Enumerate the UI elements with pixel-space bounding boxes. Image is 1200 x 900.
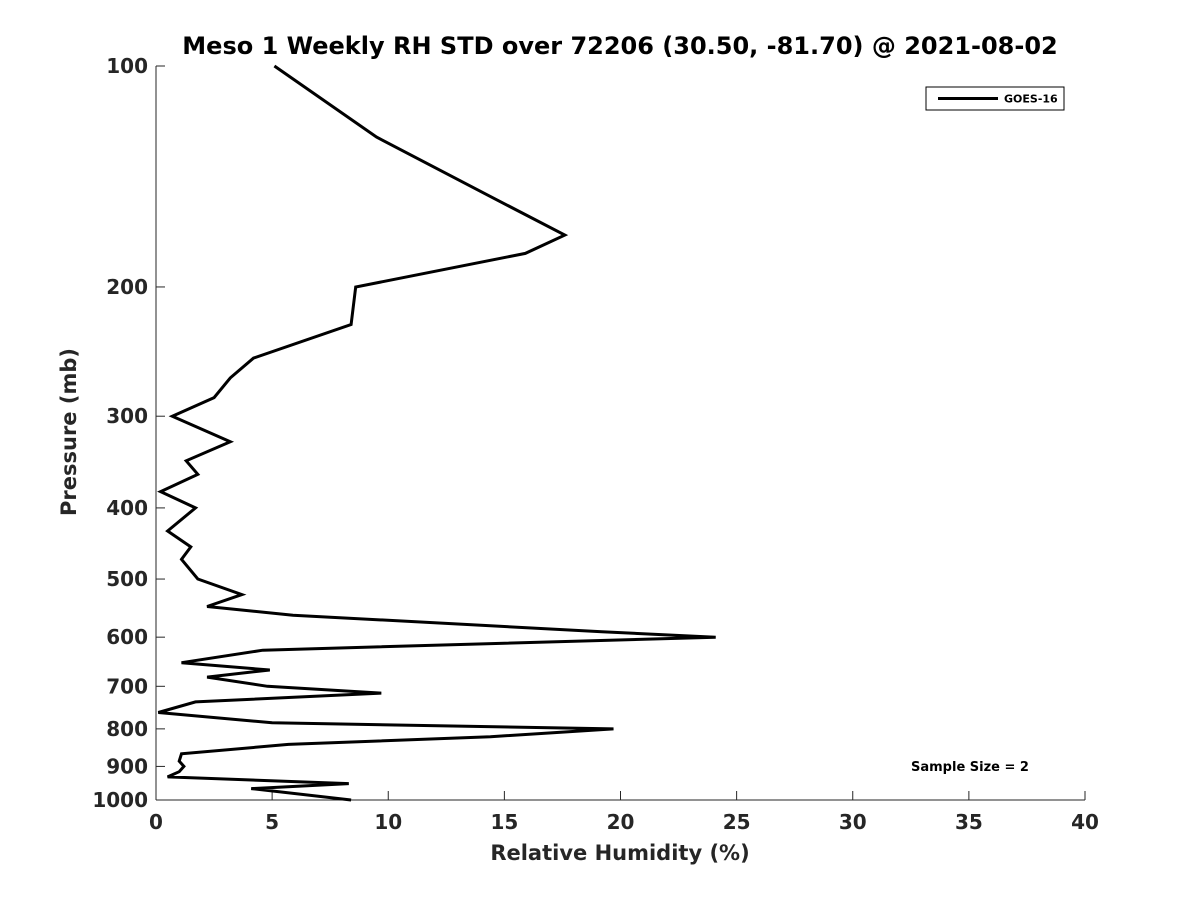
y-tick-label-1: 200 <box>106 275 148 299</box>
y-tick-label-7: 800 <box>106 717 148 741</box>
y-tick-label-3: 400 <box>106 496 148 520</box>
y-tick-label-4: 500 <box>106 567 148 591</box>
y-tick-label-0: 100 <box>106 54 148 78</box>
x-tick-label-8: 40 <box>1071 810 1099 834</box>
y-axis-label: Pressure (mb) <box>57 348 81 516</box>
series-line-goes-16 <box>157 64 716 802</box>
x-tick-label-4: 20 <box>607 810 635 834</box>
y-tick-label-2: 300 <box>106 404 148 428</box>
y-tick-label-6: 700 <box>106 674 148 698</box>
legend: GOES-16 <box>925 86 1065 111</box>
y-tick-label-5: 600 <box>106 625 148 649</box>
x-tick-label-7: 35 <box>955 810 983 834</box>
y-tick-label-9: 1000 <box>92 788 148 812</box>
x-tick-label-5: 25 <box>723 810 751 834</box>
plot-area: 0 5 10 15 20 25 30 35 40 100 200 300 400 500 600 700 800… <box>92 54 1099 834</box>
x-tick-label-0: 0 <box>149 810 163 834</box>
y-tick-label-8: 900 <box>106 754 148 778</box>
x-tick-label-2: 10 <box>374 810 402 834</box>
x-tick-label-6: 30 <box>839 810 867 834</box>
x-tick-label-1: 5 <box>265 810 279 834</box>
x-axis-label: Relative Humidity (%) <box>490 841 749 865</box>
chart-title: Meso 1 Weekly RH STD over 72206 (30.50, … <box>182 32 1057 60</box>
sample-size-annotation: Sample Size = 2 <box>911 760 1029 775</box>
x-tick-label-3: 15 <box>490 810 518 834</box>
legend-label-goes-16: GOES-16 <box>1004 93 1058 106</box>
